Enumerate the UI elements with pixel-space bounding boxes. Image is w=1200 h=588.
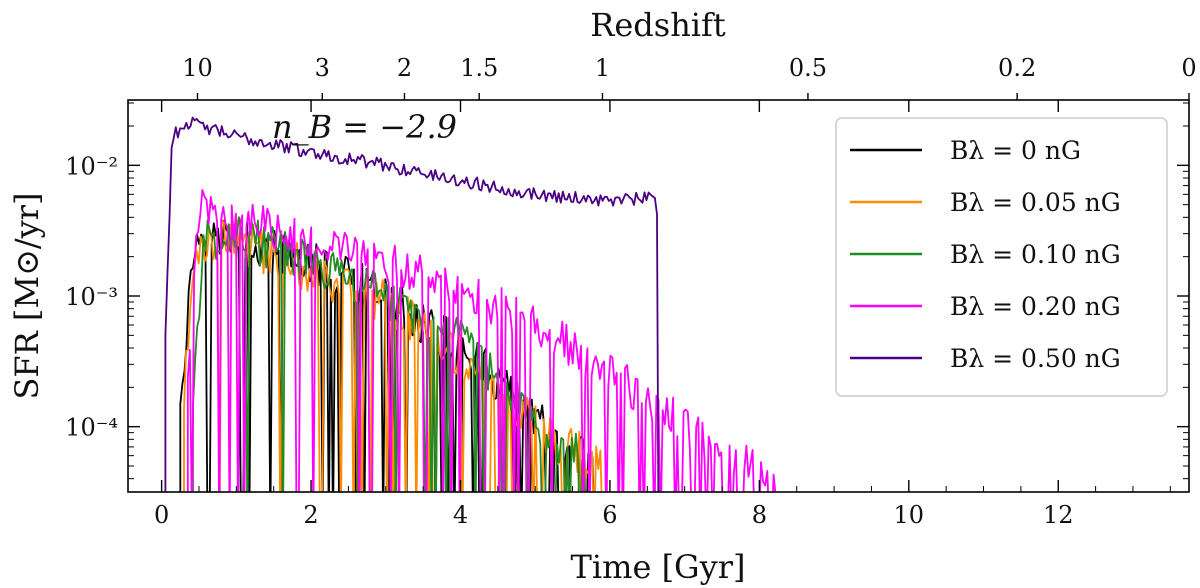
legend-label: Bλ = 0.05 nG xyxy=(950,188,1121,217)
x-tick-label: 2 xyxy=(303,501,318,529)
y-axis-title: SFR [M⊙/yr] xyxy=(8,192,46,399)
redshift-tick-label: 0 xyxy=(1181,54,1196,82)
redshift-tick-label: 0.2 xyxy=(998,54,1036,82)
x-tick-label: 0 xyxy=(154,501,169,529)
series-line xyxy=(186,189,777,492)
annotation: n_B = −2.9 xyxy=(272,108,457,146)
y-tick-label: 10⁻⁴ xyxy=(65,414,118,442)
x-tick-label: 10 xyxy=(894,501,925,529)
redshift-tick-label: 10 xyxy=(182,54,213,82)
x-axis-title: Time [Gyr] xyxy=(571,548,746,586)
legend-label: Bλ = 0.10 nG xyxy=(950,240,1121,269)
x-tick-label: 12 xyxy=(1043,501,1074,529)
legend-label: Bλ = 0.50 nG xyxy=(950,344,1121,373)
legend: Bλ = 0 nG Bλ = 0.05 nG Bλ = 0.10 nG Bλ = 0.… xyxy=(835,117,1168,397)
y-tick-label: 10⁻² xyxy=(65,152,118,180)
top-axis-title: Redshift xyxy=(590,6,726,44)
redshift-tick-label: 2 xyxy=(397,54,412,82)
x-tick-label: 8 xyxy=(752,501,767,529)
redshift-tick-label: 1 xyxy=(595,54,610,82)
redshift-tick-label: 3 xyxy=(315,54,330,82)
x-tick-label: 4 xyxy=(453,501,468,529)
redshift-tick-label: 0.5 xyxy=(789,54,827,82)
x-tick-label: 6 xyxy=(602,501,617,529)
legend-frame xyxy=(835,117,1168,397)
redshift-tick-label: 1.5 xyxy=(460,54,498,82)
legend-label: Bλ = 0 nG xyxy=(950,136,1081,165)
series-line xyxy=(164,116,660,492)
legend-label: Bλ = 0.20 nG xyxy=(950,292,1121,321)
y-tick-label: 10⁻³ xyxy=(65,283,118,311)
